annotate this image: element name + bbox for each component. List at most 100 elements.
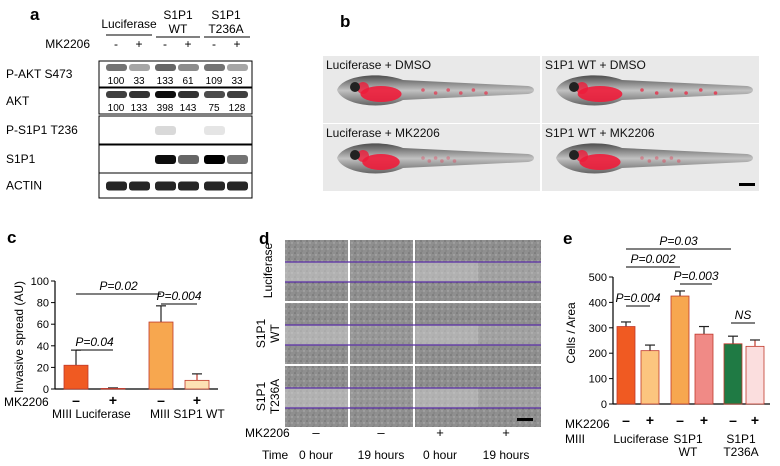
panel-b-letter: b bbox=[340, 12, 350, 31]
scratch-row-label-2-0: S1P1 bbox=[254, 381, 268, 411]
blot-band-2-2 bbox=[155, 126, 176, 135]
fish-spot-3-3 bbox=[662, 159, 666, 163]
treatment-label-a: MK2206 bbox=[45, 37, 90, 51]
blot-band-0-2 bbox=[155, 64, 176, 71]
panel-e: e Cells / Area 0100200300400500P=0.03P=0… bbox=[563, 229, 770, 459]
sign-e-4: – bbox=[729, 412, 737, 428]
blot-quant-0-2: 133 bbox=[157, 76, 174, 87]
scratch-gap-0-3 bbox=[478, 262, 541, 282]
sign-e-3: + bbox=[700, 412, 708, 428]
blot-quant-1-1: 133 bbox=[131, 103, 148, 114]
panel-a: a Luciferase S1P1 WT S1P1 T236A MK2206 -… bbox=[6, 5, 252, 198]
blot-band-3-5 bbox=[227, 155, 248, 164]
blot-band-4-3 bbox=[178, 182, 199, 191]
bar-chart-cells-per-area: 0 100 200 300 400 500 P=0.03 P=0.002 P=0.003 P=0.… bbox=[565, 234, 770, 459]
fish-caption-0: Luciferase + DMSO bbox=[326, 58, 431, 72]
sign-e-5: + bbox=[751, 412, 759, 428]
fish-spot-3-5 bbox=[677, 159, 681, 163]
fish-spot-1-0 bbox=[640, 88, 644, 92]
blot-band-4-2 bbox=[155, 182, 176, 191]
fish-spot-2-2 bbox=[434, 156, 438, 160]
sign-d-1: – bbox=[377, 425, 385, 440]
time-d-0: 0 hour bbox=[299, 448, 333, 462]
bar-2 bbox=[149, 322, 173, 389]
bar-4 bbox=[724, 344, 742, 404]
stat-label-e-3: P=0.004 bbox=[615, 291, 660, 305]
bar-0 bbox=[617, 327, 635, 404]
blot-label-2: P-S1P1 T236 bbox=[6, 123, 78, 137]
sign-a-2: - bbox=[163, 37, 167, 51]
fish-eye-2 bbox=[350, 150, 360, 160]
bar-3 bbox=[695, 334, 713, 404]
sign-a-5: + bbox=[233, 37, 240, 51]
fish-spot-1-5 bbox=[714, 91, 718, 95]
sign-d-0: – bbox=[312, 425, 320, 440]
fish-spot-1-4 bbox=[699, 88, 703, 92]
blot-band-0-1 bbox=[129, 64, 150, 71]
scratch-gap-1-0 bbox=[285, 325, 348, 345]
y-tick-label-3: 300 bbox=[589, 323, 607, 335]
bar-1 bbox=[101, 388, 125, 389]
sign-a-1: + bbox=[135, 37, 142, 51]
group-label-s1p1-t236a-top: S1P1 bbox=[211, 8, 241, 22]
blot-band-1-2 bbox=[155, 91, 176, 98]
scratch-row-label-0-0: Luciferase bbox=[261, 242, 275, 298]
treatment-label-d: MK2206 bbox=[245, 426, 290, 440]
group-label-e-0-0: Luciferase bbox=[613, 432, 669, 446]
fish-spot-2-3 bbox=[440, 159, 444, 163]
treatment-signs-a: - + - + - + bbox=[114, 37, 241, 51]
panel-e-letter: e bbox=[563, 229, 572, 248]
sign-a-0: - bbox=[114, 37, 118, 51]
y-tick-label-5: 100 bbox=[31, 276, 49, 288]
fish-spot-3-4 bbox=[670, 156, 674, 160]
treatment-label-c: MK2206 bbox=[4, 395, 49, 409]
fish-caption-1: S1P1 WT + DMSO bbox=[545, 58, 646, 72]
panel-a-letter: a bbox=[30, 5, 40, 24]
fish-eye-1 bbox=[569, 82, 579, 92]
fish-spot-2-0 bbox=[421, 156, 425, 160]
group-label-s1p1-wt-bottom: WT bbox=[169, 22, 188, 36]
time-d-2: 0 hour bbox=[423, 448, 457, 462]
blot-band-1-0 bbox=[106, 91, 127, 98]
scratch-gap-2-1 bbox=[350, 388, 413, 408]
bar-3 bbox=[185, 380, 209, 389]
fish-spot-0-1 bbox=[434, 91, 438, 95]
scale-bar-b bbox=[739, 183, 755, 186]
time-d-1: 19 hours bbox=[358, 448, 405, 462]
sign-c-0: – bbox=[72, 392, 80, 408]
fish-spot-1-1 bbox=[655, 91, 659, 95]
y-tick-label-1: 20 bbox=[37, 362, 49, 374]
fish-caption-3: S1P1 WT + MK2206 bbox=[545, 126, 655, 140]
sign-e-1: + bbox=[646, 412, 654, 428]
blot-quant-0-4: 109 bbox=[206, 76, 223, 87]
scratch-gap-1-3 bbox=[478, 325, 541, 345]
blot-band-4-0 bbox=[106, 182, 127, 191]
fish-spot-0-4 bbox=[472, 88, 476, 92]
sign-c-1: + bbox=[109, 392, 117, 408]
blot-quant-1-0: 100 bbox=[108, 103, 125, 114]
time-label-d: Time bbox=[262, 448, 289, 462]
bar-chart-invasive-spread: 020406080100 P=0.02P=0.04P=0.004– + – +MK220… bbox=[4, 276, 225, 421]
fish-spot-0-3 bbox=[459, 91, 463, 95]
fish-spot-2-1 bbox=[428, 159, 432, 163]
sign-c-3: + bbox=[193, 392, 201, 408]
y-tick-label-4: 400 bbox=[589, 297, 607, 309]
bar-5 bbox=[746, 346, 764, 404]
group-label-s1p1-t236a-bottom: T236A bbox=[208, 22, 243, 36]
group-label-c-0: MIII Luciferase bbox=[52, 407, 131, 421]
stat-label-e-0: P=0.03 bbox=[659, 234, 698, 248]
blot-band-2-4 bbox=[204, 126, 225, 135]
group-label-c-1: MIII S1P1 WT bbox=[150, 407, 225, 421]
zebrafish-image-grid: Luciferase + DMSO S1P1 WT + DMSOLuciferas… bbox=[323, 56, 759, 191]
sign-e-2: – bbox=[676, 412, 684, 428]
group-label-luciferase: Luciferase bbox=[101, 17, 157, 31]
time-d-3: 19 hours bbox=[483, 448, 530, 462]
scratch-row-label-1-0: S1P1 bbox=[254, 318, 268, 348]
blot-band-1-1 bbox=[129, 91, 150, 98]
stat-label-e-1: P=0.002 bbox=[630, 252, 675, 266]
fish-eye-0 bbox=[350, 82, 360, 92]
western-blots: P-AKT S473 100 33 133 61 109 33 AKT 100 133 398 143… bbox=[6, 61, 252, 198]
blot-quant-0-0: 100 bbox=[108, 76, 125, 87]
blot-quant-0-1: 33 bbox=[133, 76, 145, 87]
